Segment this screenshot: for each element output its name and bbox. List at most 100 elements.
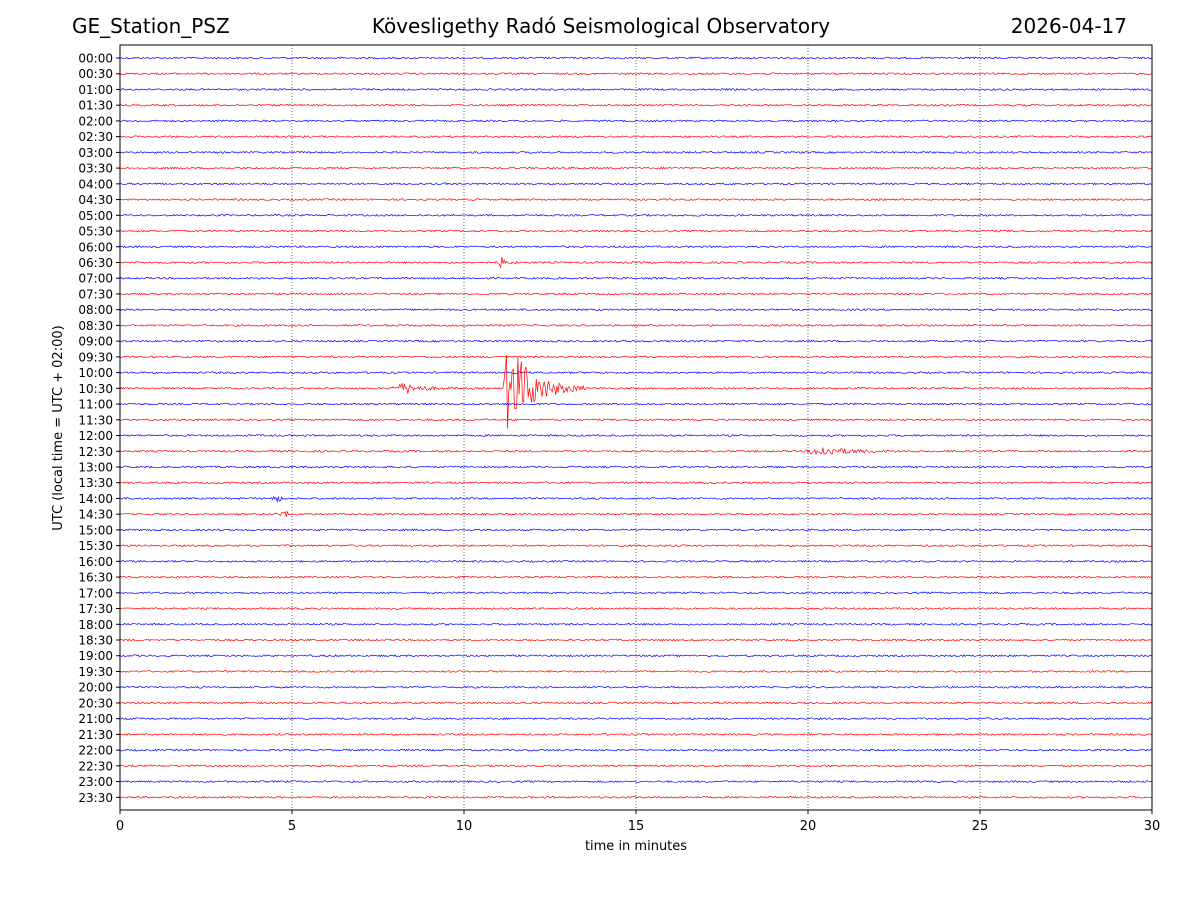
trace-2100 [119, 717, 1153, 721]
trace-1830 [119, 638, 1153, 642]
x-axis-label: time in minutes [585, 839, 687, 854]
trace-1230 [119, 447, 1153, 456]
row-label: 12:30 [78, 445, 113, 459]
trace-0530 [119, 229, 1153, 233]
row-label: 21:00 [78, 712, 113, 726]
row-label: 23:00 [78, 775, 113, 789]
station-code: GE_Station_PSZ [72, 14, 230, 38]
row-label: 14:00 [78, 492, 113, 506]
trace-0930 [119, 355, 1153, 359]
trace-0830 [119, 323, 1153, 327]
trace-0730 [119, 292, 1153, 296]
trace-1730 [119, 607, 1153, 610]
trace-0630 [119, 256, 1153, 269]
trace-1400 [119, 495, 1153, 504]
chart-date: 2026-04-17 [1010, 14, 1127, 38]
row-label: 11:00 [78, 398, 113, 412]
trace-1130 [119, 418, 1153, 422]
row-label: 15:00 [78, 523, 113, 537]
trace-2300 [119, 780, 1153, 784]
row-label: 03:30 [78, 162, 113, 176]
trace-1030 [119, 355, 1153, 429]
row-label: 19:00 [78, 649, 113, 663]
trace-0300 [119, 150, 1153, 154]
row-label: 14:30 [78, 508, 113, 522]
row-label: 18:00 [78, 618, 113, 632]
trace-2200 [119, 748, 1153, 752]
row-label: 09:00 [78, 335, 113, 349]
trace-1200 [119, 434, 1153, 438]
trace-2330 [119, 795, 1153, 799]
row-label: 20:30 [78, 696, 113, 710]
trace-1930 [119, 670, 1153, 673]
row-label: 17:00 [78, 586, 113, 600]
row-label: 17:30 [78, 602, 113, 616]
trace-1430 [119, 510, 1153, 517]
row-label: 05:30 [78, 225, 113, 239]
trace-1530 [119, 544, 1153, 548]
row-label: 23:30 [78, 791, 113, 805]
row-label: 08:30 [78, 319, 113, 333]
row-label: 16:30 [78, 571, 113, 585]
trace-2230 [119, 764, 1153, 768]
x-tick-label: 0 [116, 819, 124, 834]
row-label: 20:00 [78, 681, 113, 695]
x-axis-ticks: 0 5 10 15 20 25 30 [116, 810, 1160, 834]
row-label: 10:00 [78, 366, 113, 380]
trace-0600 [119, 245, 1153, 249]
row-label: 09:30 [78, 350, 113, 364]
row-label: 07:30 [78, 287, 113, 301]
trace-1630 [119, 575, 1153, 579]
seismic-traces [119, 56, 1153, 799]
trace-1500 [119, 528, 1153, 532]
row-label: 18:30 [78, 634, 113, 648]
x-tick-label: 25 [972, 819, 989, 834]
x-tick-label: 15 [628, 819, 645, 834]
row-label: 06:00 [78, 240, 113, 254]
row-label: 19:30 [78, 665, 113, 679]
row-label: 07:00 [78, 272, 113, 286]
x-tick-label: 10 [456, 819, 473, 834]
row-label: 06:30 [78, 256, 113, 270]
row-label: 12:00 [78, 429, 113, 443]
trace-0000 [119, 56, 1153, 60]
row-label: 04:30 [78, 193, 113, 207]
trace-0430 [119, 198, 1153, 202]
row-label: 13:30 [78, 476, 113, 490]
row-label: 16:00 [78, 555, 113, 569]
trace-1000 [119, 371, 1153, 375]
row-label: 15:30 [78, 539, 113, 553]
row-label: 13:00 [78, 460, 113, 474]
row-label: 00:00 [78, 52, 113, 66]
trace-0100 [119, 87, 1153, 91]
row-label: 00:30 [78, 67, 113, 81]
row-label: 22:30 [78, 759, 113, 773]
trace-0200 [119, 119, 1153, 123]
x-tick-label: 5 [288, 819, 296, 834]
trace-2000 [119, 685, 1153, 689]
row-label: 21:30 [78, 728, 113, 742]
row-label: 02:30 [78, 130, 113, 144]
trace-0130 [119, 103, 1153, 107]
row-label: 11:30 [78, 413, 113, 427]
grid-lines [291, 45, 981, 810]
row-label: 02:00 [78, 114, 113, 128]
trace-1300 [119, 465, 1153, 469]
row-label: 04:00 [78, 177, 113, 191]
trace-0700 [119, 276, 1153, 280]
trace-1800 [119, 622, 1153, 626]
trace-1600 [119, 559, 1153, 563]
trace-0400 [119, 182, 1153, 186]
row-label: 10:30 [78, 382, 113, 396]
trace-1700 [119, 591, 1153, 595]
trace-0900 [119, 339, 1153, 343]
trace-2030 [119, 701, 1153, 705]
trace-0330 [119, 166, 1153, 170]
observatory-title: Kövesligethy Radó Seismological Observat… [371, 14, 831, 38]
row-label: 01:00 [78, 83, 113, 97]
row-label: 01:30 [78, 99, 113, 113]
trace-0030 [119, 72, 1153, 76]
y-axis-label: UTC (local time = UTC + 02:00) [51, 325, 66, 530]
